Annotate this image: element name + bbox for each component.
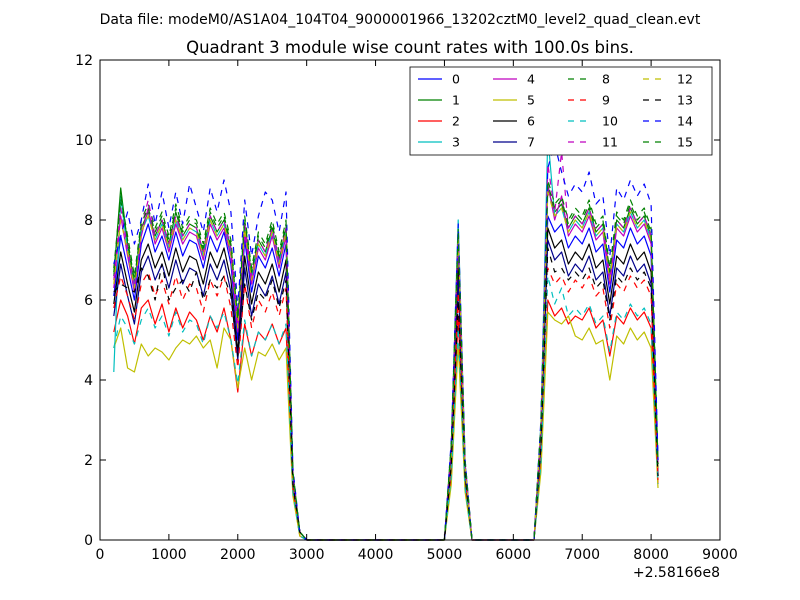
x-tick-label: 9000 [702, 547, 738, 563]
x-tick-label: 3000 [289, 547, 325, 563]
x-tick-label: 1000 [151, 547, 187, 563]
chart-title: Quadrant 3 module wise count rates with … [186, 38, 634, 57]
legend-label-12: 12 [677, 72, 693, 87]
x-tick-label: 2000 [220, 547, 256, 563]
y-tick-label: 2 [84, 453, 93, 469]
legend-label-15: 15 [677, 135, 693, 150]
series-line-15 [113, 183, 659, 541]
y-tick-label: 8 [84, 213, 93, 229]
legend-label-11: 11 [602, 135, 618, 150]
legend-label-5: 5 [527, 93, 535, 108]
legend-label-9: 9 [602, 93, 610, 108]
x-tick-label: 6000 [496, 547, 532, 563]
x-tick-label: 5000 [427, 547, 463, 563]
plot-frame [99, 59, 721, 541]
series-line-9 [113, 267, 659, 541]
legend-label-10: 10 [602, 114, 618, 129]
chart-suptitle: Data file: modeM0/AS1A04_104T04_90000019… [100, 12, 701, 28]
legend-label-1: 1 [452, 93, 460, 108]
y-tick-label: 10 [75, 133, 93, 149]
x-tick-label: 4000 [358, 547, 394, 563]
y-tick-label: 12 [75, 53, 93, 69]
legend-label-13: 13 [677, 93, 693, 108]
x-tick-label: 7000 [564, 547, 600, 563]
x-tick-label: 0 [96, 547, 105, 563]
legend-label-2: 2 [452, 114, 460, 129]
series-layer [113, 135, 659, 541]
x-offset-label: +2.58166e8 [633, 565, 720, 581]
y-tick-label: 4 [84, 373, 93, 389]
legend-label-3: 3 [452, 135, 460, 150]
series-line-13 [113, 247, 659, 541]
series-line-11 [113, 151, 659, 541]
legend-box [409, 66, 713, 156]
y-tick-label: 0 [84, 533, 93, 549]
x-tick-label: 8000 [633, 547, 669, 563]
series-line-10 [113, 275, 659, 541]
axis-ticks: 0 1000 2000 3000 4000 5000 6000 7000 8000 9000 0 2 4… [75, 53, 738, 563]
legend-label-14: 14 [677, 114, 693, 129]
legend-label-4: 4 [527, 72, 535, 87]
legend-label-0: 0 [452, 72, 460, 87]
legend-label-7: 7 [527, 135, 535, 150]
legend-label-8: 8 [602, 72, 610, 87]
legend-label-6: 6 [527, 114, 535, 129]
y-tick-label: 6 [84, 293, 93, 309]
series-line-5 [113, 311, 659, 541]
